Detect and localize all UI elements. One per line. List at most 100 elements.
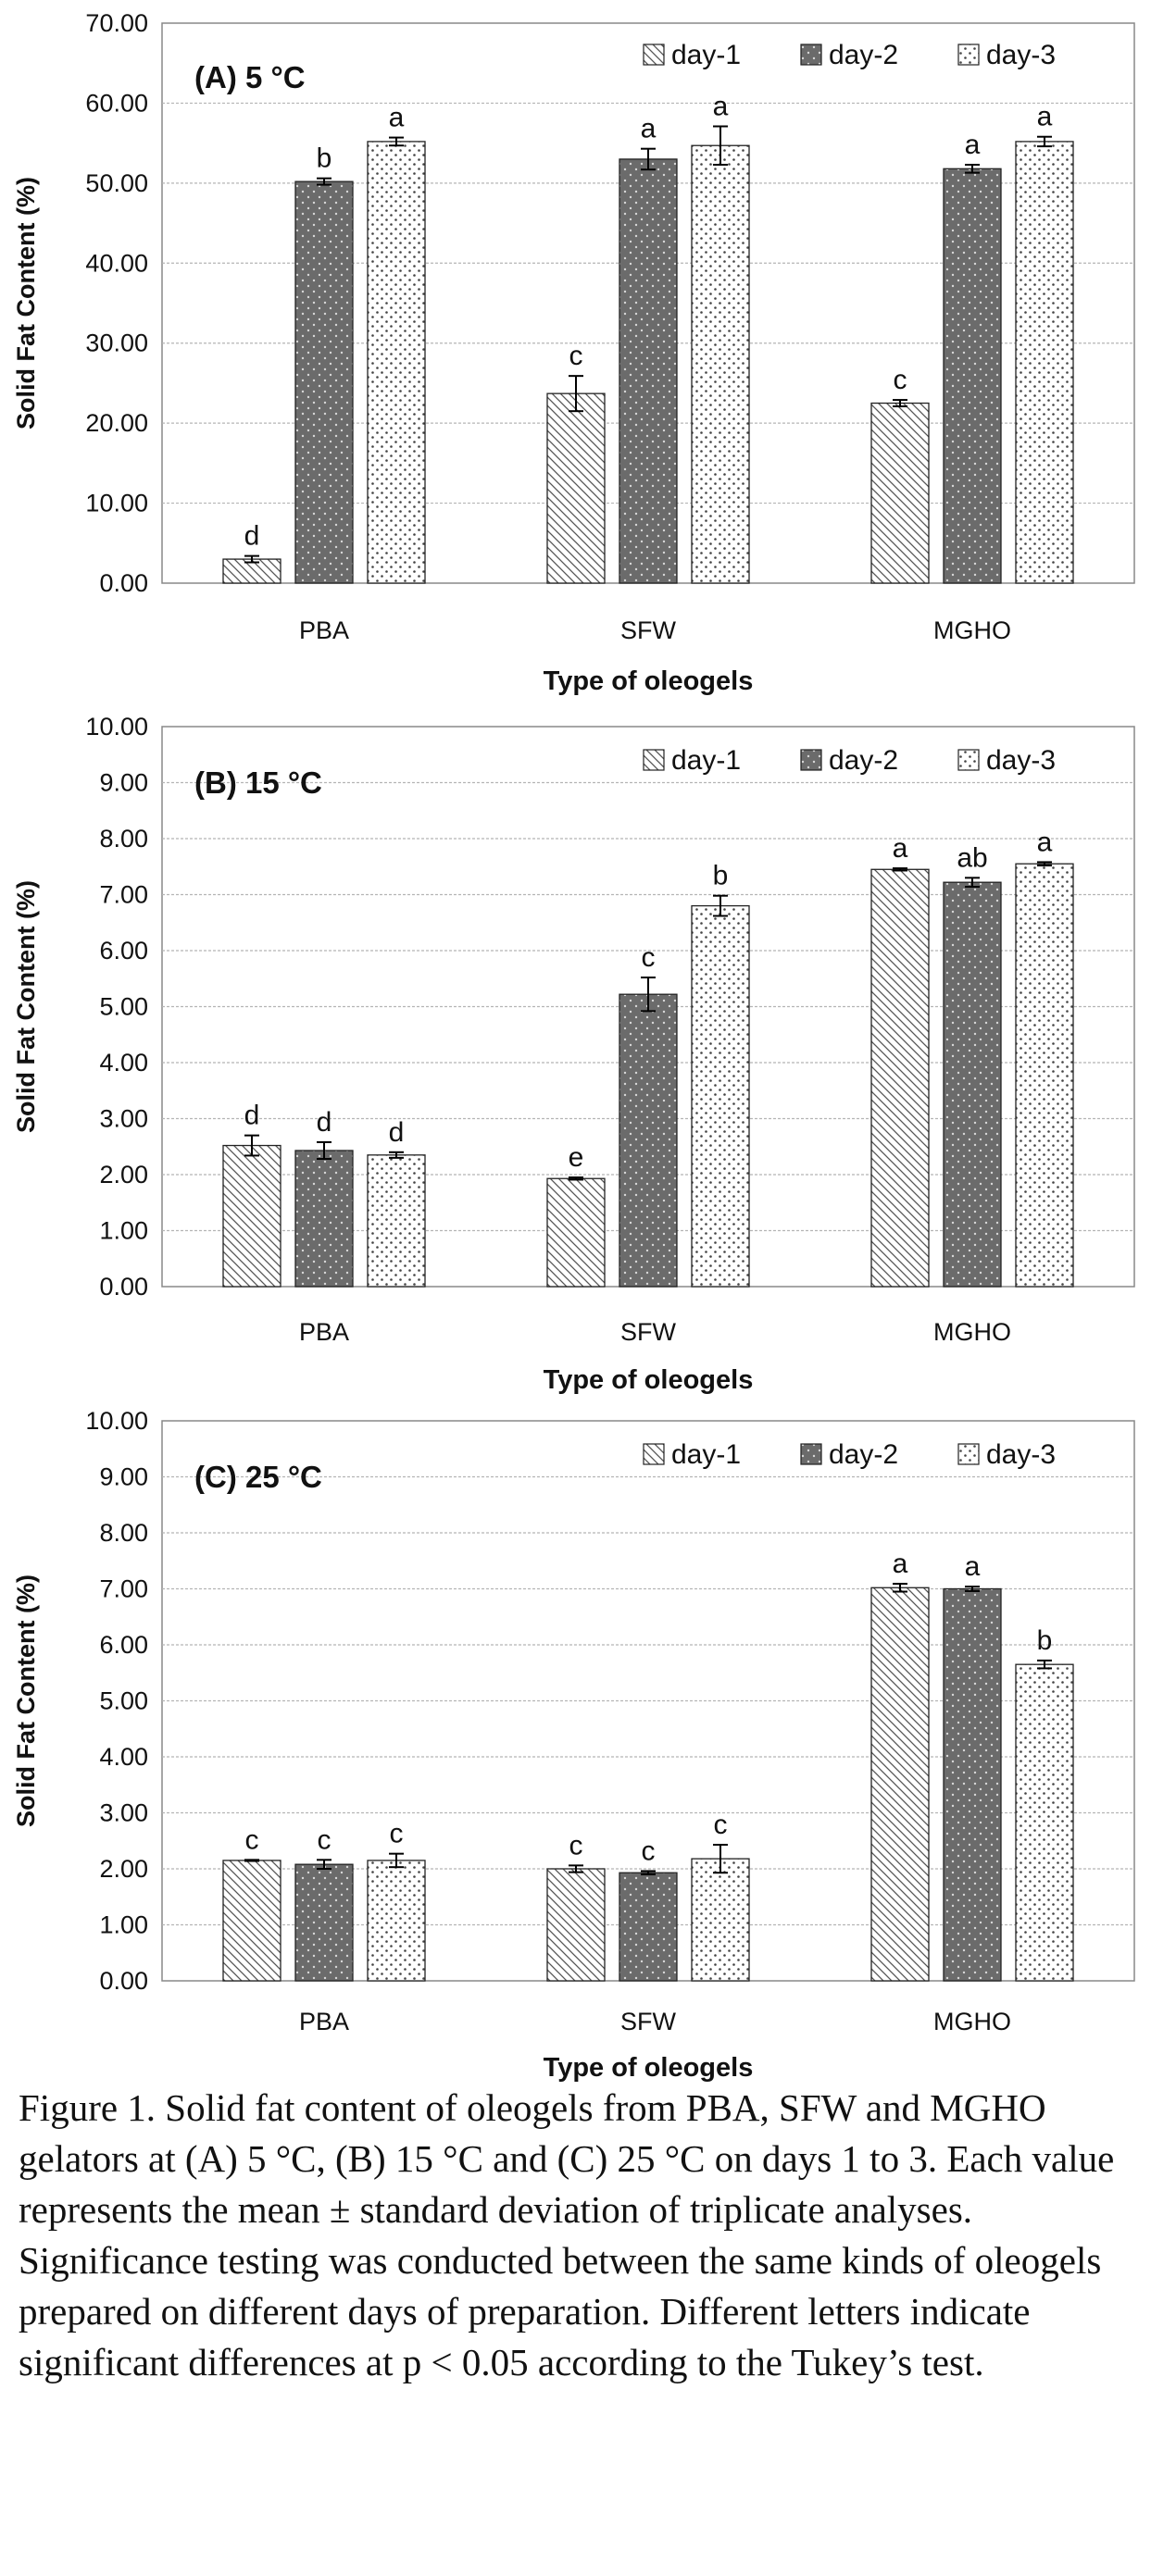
significance-letter: c: [642, 1836, 656, 1866]
x-axis-label: Type of oleogels: [544, 666, 754, 696]
chart-panel-b: 0.00 1.00 2.00 3.00 4.00 5.00 6.00 7.00 8.00 9.00…: [12, 713, 1135, 1395]
bar: [294, 180, 354, 584]
significance-letter: a: [893, 833, 908, 864]
significance-letter: b: [713, 861, 729, 891]
y-tick-label: 6.00: [99, 937, 148, 964]
legend-label: day-2: [829, 1439, 898, 1470]
legend-label: day-3: [986, 745, 1056, 776]
bar: [294, 1863, 354, 1982]
significance-letter: e: [569, 1142, 584, 1173]
y-axis-label: Solid Fat Content (%): [12, 1574, 40, 1827]
significance-letter: a: [389, 103, 405, 133]
legend-swatch: [643, 1443, 665, 1465]
y-tick-label: 1.00: [99, 1911, 148, 1939]
y-tick-label: 10.00: [85, 713, 148, 740]
bar: [943, 168, 1002, 584]
bar: [546, 392, 606, 584]
y-tick-label: 70.00: [85, 9, 148, 37]
significance-letter: c: [642, 942, 656, 973]
significance-letter: c: [569, 341, 583, 371]
y-tick-label: 30.00: [85, 330, 148, 357]
bar: [691, 904, 750, 1288]
significance-letter: ab: [957, 842, 987, 873]
y-tick-label: 9.00: [99, 769, 148, 797]
y-tick-label: 0.00: [99, 569, 148, 597]
category-label: SFW: [620, 616, 677, 644]
bar: [546, 1868, 606, 1982]
legend-swatch: [800, 1443, 822, 1465]
significance-letter: d: [244, 521, 260, 552]
y-tick-label: 2.00: [99, 1855, 148, 1883]
bar: [870, 1587, 930, 1982]
legend-label: day-2: [829, 745, 898, 776]
y-axis-label: Solid Fat Content (%): [12, 880, 40, 1133]
significance-letter: a: [965, 1551, 981, 1582]
y-tick-label: 8.00: [99, 1519, 148, 1547]
y-tick-label: 9.00: [99, 1463, 148, 1491]
y-tick-label: 40.00: [85, 249, 148, 277]
bar: [546, 1177, 606, 1288]
y-tick-label: 6.00: [99, 1631, 148, 1659]
y-tick-label: 20.00: [85, 409, 148, 437]
bar: [619, 158, 678, 584]
category-label: PBA: [299, 1318, 349, 1346]
significance-letter: a: [1037, 102, 1053, 132]
bar: [619, 1872, 678, 1982]
legend-swatch: [643, 44, 665, 66]
significance-letter: a: [641, 114, 657, 144]
bar: [367, 141, 426, 584]
significance-letter: b: [1037, 1625, 1053, 1656]
bar: [367, 1860, 426, 1982]
category-label: SFW: [620, 2008, 677, 2035]
significance-letter: c: [714, 1810, 728, 1840]
panel-title: (C) 25 °C: [194, 1460, 322, 1494]
y-tick-label: 7.00: [99, 881, 148, 909]
y-tick-label: 5.00: [99, 1687, 148, 1715]
category-label: MGHO: [933, 1318, 1011, 1346]
category-label: MGHO: [933, 2008, 1011, 2035]
bar: [691, 144, 750, 584]
bar: [691, 1858, 750, 1982]
significance-letter: a: [1037, 827, 1053, 857]
category-label: PBA: [299, 616, 349, 644]
legend-swatch: [957, 1443, 980, 1465]
significance-letter: c: [245, 1824, 259, 1855]
legend-swatch: [800, 44, 822, 66]
chart-panel-a: 0.00 10.00 20.00 30.00 40.00 50.00 60.00 70.00 S…: [12, 9, 1135, 696]
y-tick-label: 3.00: [99, 1799, 148, 1827]
figure-caption: Figure 1. Solid fat content of oleogels …: [19, 2086, 1115, 2383]
significance-letter: d: [244, 1101, 260, 1131]
y-tick-label: 8.00: [99, 825, 148, 852]
bar: [870, 868, 930, 1288]
significance-letter: a: [893, 1549, 908, 1579]
significance-letter: c: [390, 1819, 404, 1849]
y-axis-label: Solid Fat Content (%): [12, 177, 40, 429]
bar: [870, 402, 930, 584]
significance-letter: c: [894, 365, 907, 395]
legend-label: day-2: [829, 40, 898, 70]
y-tick-label: 4.00: [99, 1743, 148, 1771]
significance-letter: c: [318, 1824, 332, 1855]
y-tick-label: 2.00: [99, 1161, 148, 1188]
y-tick-label: 4.00: [99, 1049, 148, 1076]
x-axis-label: Type of oleogels: [544, 1365, 754, 1395]
significance-letter: a: [965, 130, 981, 160]
y-tick-label: 0.00: [99, 1273, 148, 1300]
bar: [222, 1860, 281, 1982]
bar: [1015, 863, 1074, 1288]
y-tick-label: 0.00: [99, 1967, 148, 1995]
y-tick-label: 50.00: [85, 169, 148, 197]
category-label: SFW: [620, 1318, 677, 1346]
y-tick-label: 10.00: [85, 490, 148, 517]
category-label: MGHO: [933, 616, 1011, 644]
y-tick-label: 5.00: [99, 993, 148, 1021]
bar: [294, 1150, 354, 1288]
bar: [367, 1154, 426, 1288]
significance-letter: b: [317, 143, 332, 174]
significance-letter: d: [389, 1117, 405, 1148]
bar: [222, 1144, 281, 1288]
significance-letter: a: [713, 91, 729, 121]
chart-panel-c: 0.00 1.00 2.00 3.00 4.00 5.00 6.00 7.00 8.00 9.00…: [12, 1407, 1135, 2083]
significance-letter: c: [569, 1830, 583, 1860]
legend-label: day-3: [986, 40, 1056, 70]
